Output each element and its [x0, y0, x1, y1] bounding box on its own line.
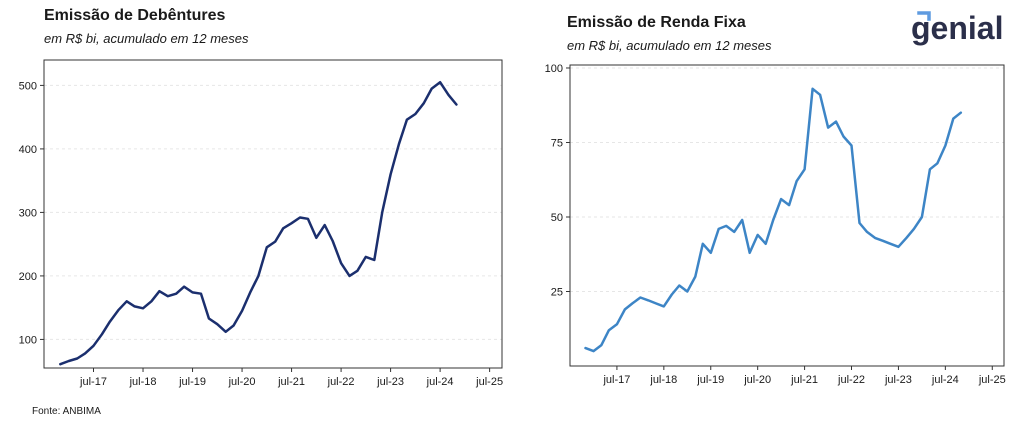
plot-frame [569, 64, 1005, 367]
x-tick-label: jul-17 [602, 374, 630, 386]
y-tick-label: 100 [19, 334, 37, 346]
right-chart-title: Emissão de Renda Fixa [567, 14, 746, 31]
y-tick-label: 200 [19, 271, 37, 283]
x-tick-label: jul-25 [978, 374, 1006, 386]
x-tick-label: jul-23 [884, 374, 912, 386]
x-tick-label: jul-19 [178, 376, 206, 388]
x-tick-label: jul-24 [426, 376, 454, 388]
x-tick-label: jul-19 [696, 374, 724, 386]
x-tick-label: jul-24 [931, 374, 959, 386]
left-chart-subtitle: em R$ bi, acumulado em 12 meses [44, 31, 249, 46]
source-note: Fonte: ANBIMA [32, 406, 101, 417]
genial-logo: genial [905, 4, 1015, 50]
logo-accent-mark [917, 11, 931, 21]
logo-wordmark: genial [911, 10, 1003, 46]
x-tick-label: jul-23 [376, 376, 404, 388]
y-tick-label: 50 [551, 212, 563, 224]
y-tick-label: 25 [551, 286, 563, 298]
x-tick-label: jul-22 [327, 376, 355, 388]
y-tick-label: 100 [545, 63, 563, 75]
x-tick-label: jul-18 [129, 376, 157, 388]
x-tick-label: jul-20 [743, 374, 771, 386]
x-tick-label: jul-22 [837, 374, 865, 386]
series-line [584, 87, 963, 353]
x-tick-label: jul-25 [475, 376, 503, 388]
y-tick-label: 400 [19, 144, 37, 156]
x-tick-label: jul-21 [790, 374, 818, 386]
plot-frame [43, 59, 503, 369]
genial-logo-graphic: genial [911, 10, 1003, 46]
y-tick-label: 500 [19, 80, 37, 92]
x-tick-label: jul-18 [649, 374, 677, 386]
x-tick-label: jul-17 [79, 376, 107, 388]
right-chart-subtitle: em R$ bi, acumulado em 12 meses [567, 38, 772, 53]
y-tick-label: 75 [551, 137, 563, 149]
series-line [59, 80, 458, 366]
x-tick-label: jul-21 [277, 376, 305, 388]
x-tick-label: jul-20 [228, 376, 256, 388]
left-chart-title: Emissão de Debêntures [44, 7, 226, 24]
y-tick-label: 300 [19, 207, 37, 219]
